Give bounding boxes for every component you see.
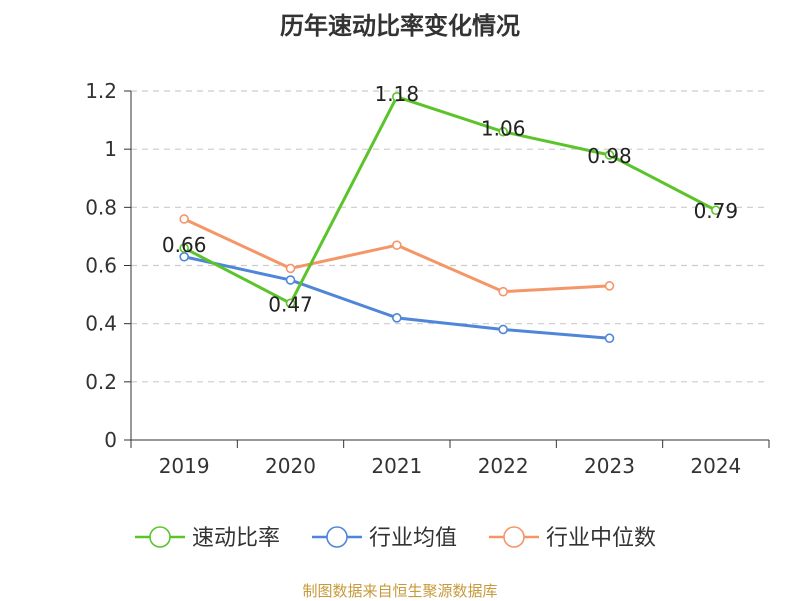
legend-marker (149, 526, 171, 548)
data-point (285, 263, 296, 274)
chart-title: 历年速动比率变化情况 (280, 12, 520, 40)
data-label: 1.06 (481, 117, 526, 141)
data-labels: 0.66 0.47 1.18 1.06 0.98 0.79 (162, 82, 738, 316)
legend-marker (503, 526, 525, 548)
data-point (498, 126, 508, 137)
data-point (392, 92, 402, 102)
source-note: 制图数据来自恒生聚源数据库 (302, 582, 498, 600)
y-tick-label: 0.4 (85, 312, 117, 336)
legend: 速动比率 行业均值 行业中位数 (135, 526, 656, 551)
x-tick-label: 2023 (584, 454, 635, 478)
y-tick-label: 0.8 (85, 195, 117, 219)
data-point (285, 298, 296, 309)
legend-label: 行业中位数 (546, 526, 656, 551)
data-point (392, 240, 402, 250)
grid-lines (131, 90, 769, 383)
y-tick-label: 1.2 (85, 79, 117, 103)
data-point (285, 275, 296, 285)
data-label: 0.66 (162, 233, 207, 257)
data-point (604, 150, 615, 160)
data-label: 0.47 (268, 292, 313, 316)
data-point (604, 281, 615, 291)
x-tick-label: 2021 (371, 454, 422, 478)
data-point (179, 214, 189, 224)
legend-marker (326, 526, 348, 548)
legend-label: 速动比率 (192, 526, 280, 551)
y-tick-label: 1 (104, 137, 117, 161)
data-point (179, 243, 189, 253)
data-point (498, 286, 508, 297)
x-tick-label: 2019 (159, 454, 210, 478)
y-tick-label: 0.2 (85, 370, 117, 394)
x-tick-label: 2020 (265, 454, 316, 478)
axes: 0 0.2 0.4 0.6 0.8 1 1.2 2019 2020 2021 2022 2023 202… (85, 79, 770, 478)
y-tick-label: 0 (104, 428, 117, 452)
legend-label: 行业均值 (369, 526, 457, 551)
data-point (711, 205, 721, 216)
series-line (183, 255, 610, 340)
data-label: 0.98 (587, 144, 632, 168)
series-lines (179, 92, 721, 344)
y-tick-label: 0.6 (85, 254, 117, 278)
data-point (392, 313, 402, 323)
x-tick-label: 2024 (690, 454, 741, 478)
series-line (183, 95, 717, 305)
data-label: 0.79 (694, 199, 739, 223)
x-tick-label: 2022 (478, 454, 529, 478)
data-point (604, 333, 615, 344)
data-point (498, 324, 508, 335)
data-label: 1.18 (375, 82, 420, 106)
